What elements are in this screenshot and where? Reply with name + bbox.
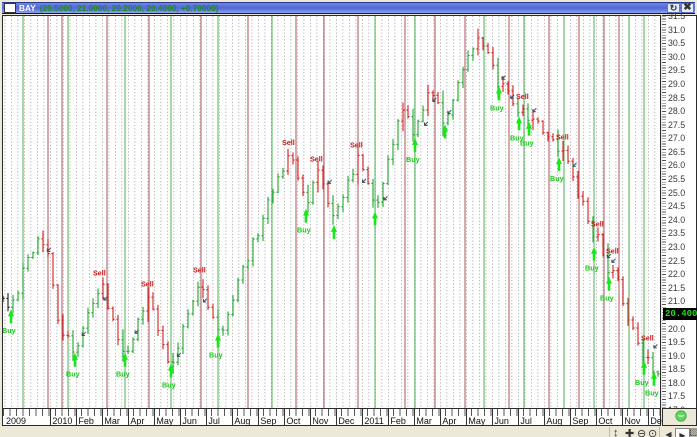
- svg-text:Sell: Sell: [556, 133, 569, 142]
- svg-text:Sell: Sell: [641, 334, 654, 343]
- svg-text:Sell: Sell: [350, 141, 363, 150]
- svg-text:Buy: Buy: [635, 378, 649, 387]
- svg-text:Sell: Sell: [310, 154, 323, 163]
- svg-text:Buy: Buy: [520, 139, 534, 148]
- svg-text:Buy: Buy: [297, 226, 311, 235]
- svg-text:Buy: Buy: [406, 155, 420, 164]
- svg-text:Sell: Sell: [591, 220, 604, 229]
- svg-text:Sell: Sell: [193, 266, 206, 275]
- svg-text:Sell: Sell: [93, 268, 106, 277]
- svg-text:Sell: Sell: [141, 279, 154, 288]
- svg-text:Buy: Buy: [66, 370, 80, 379]
- svg-text:Buy: Buy: [209, 351, 223, 360]
- svg-text:Buy: Buy: [162, 381, 176, 390]
- svg-text:Buy: Buy: [585, 264, 599, 273]
- svg-text:Buy: Buy: [490, 103, 504, 112]
- svg-text:Sell: Sell: [606, 247, 619, 256]
- svg-text:Buy: Buy: [3, 326, 16, 335]
- svg-text:Sell: Sell: [282, 138, 295, 147]
- svg-text:Buy: Buy: [550, 174, 564, 183]
- svg-text:Buy: Buy: [116, 370, 130, 379]
- svg-text:Sell: Sell: [516, 92, 529, 101]
- svg-text:Buy: Buy: [645, 389, 659, 398]
- svg-text:Buy: Buy: [600, 294, 614, 303]
